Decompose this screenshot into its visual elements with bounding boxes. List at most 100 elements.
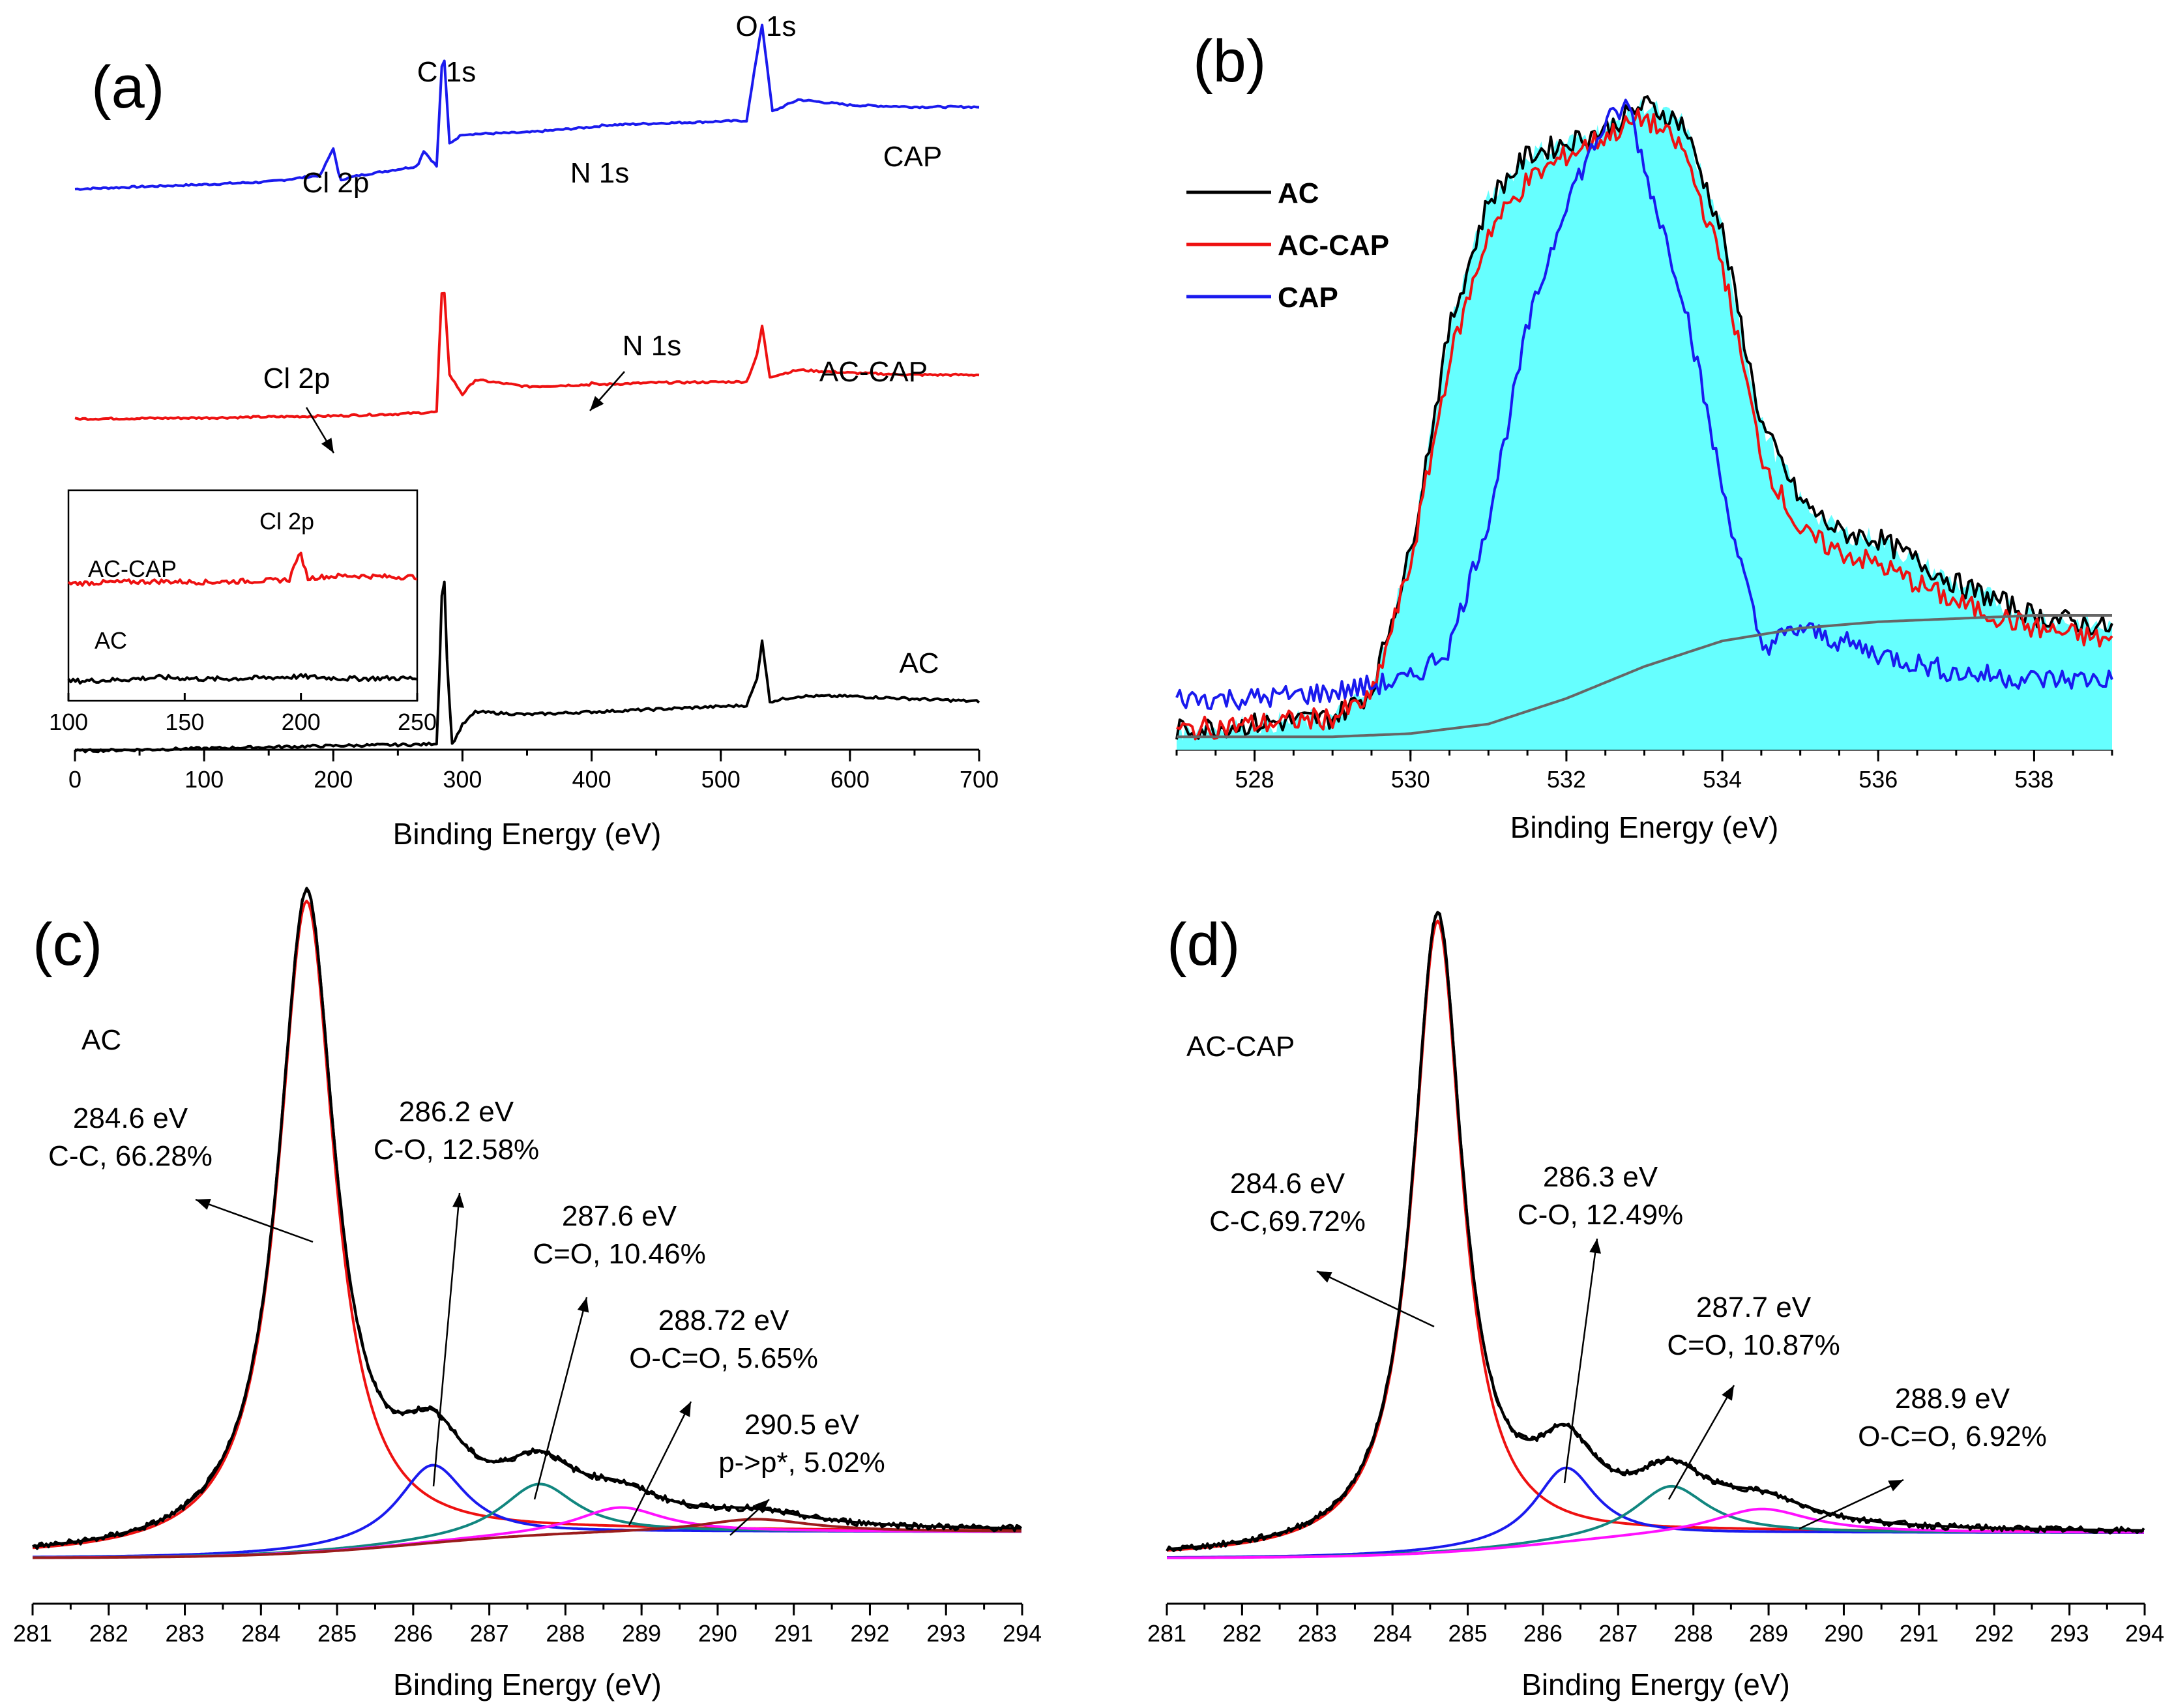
panel-a-tick-label: 200: [314, 766, 353, 793]
inset-series-ac-cap-line: [67, 552, 418, 587]
annotation-n1s-cap: N 1s: [570, 157, 629, 189]
panel-c-annotation-line2: C-O, 12.58%: [374, 1134, 539, 1166]
panel-d-tick-label: 294: [2125, 1620, 2164, 1647]
panel-b: 528 530 532 534 536 538 Binding Energy (eV) AC A…: [1175, 95, 2113, 844]
panel-d-tick-label: 292: [1975, 1620, 2014, 1647]
panel-c-tick-label: 290: [698, 1620, 737, 1647]
inset-label-ac-cap: AC-CAP: [88, 555, 177, 582]
inset-tick-label: 100: [49, 709, 88, 735]
panel-c-tick-label: 294: [1003, 1620, 1042, 1647]
panel-d-tick-label: 291: [1900, 1620, 1939, 1647]
panel-c-annotation-line1: 290.5 eV: [744, 1409, 860, 1441]
panel-d-annotation-arrow-head: [1589, 1239, 1602, 1254]
inset-tick-label: 150: [165, 709, 204, 735]
panel-c-annotation-line2: p->p*, 5.02%: [718, 1447, 885, 1479]
annotation-n1s-arrow-head: [590, 396, 604, 411]
panel-c-annotation-arrow: [533, 1297, 588, 1500]
panel-d-tick-label: 284: [1373, 1620, 1412, 1647]
annotation-cl2p-cap: Cl 2p: [302, 167, 370, 199]
panel-d-annotation-arrow: [1316, 1270, 1435, 1328]
panel-d-sample-label: AC-CAP: [1186, 1031, 1295, 1063]
inset-tick-label: 250: [398, 709, 437, 735]
series-label-ac: AC: [899, 647, 939, 679]
panel-d-label: (d): [1167, 911, 1240, 978]
panel-d-annotation-line2: C=O, 10.87%: [1667, 1329, 1840, 1361]
panel-d-annotation-arrow: [1563, 1238, 1598, 1484]
annotation-c1s: C 1s: [417, 56, 476, 88]
series-ac-line: [74, 580, 980, 754]
panel-d-annotation-arrow: [1667, 1385, 1735, 1500]
panel-c-annotation-arrow-head: [679, 1402, 691, 1417]
panel-d-annotation-line2: C-O, 12.49%: [1518, 1199, 1683, 1231]
panel-d-annotation-arrow-head: [1888, 1480, 1903, 1492]
inset-series-ac-line: [67, 673, 418, 685]
panel-c-tick-label: 288: [546, 1620, 585, 1647]
panel-d-component-3-line: [1167, 1507, 2144, 1559]
panel-d-tick-label: 287: [1598, 1620, 1638, 1647]
panel-c-tick-label: 284: [241, 1620, 280, 1647]
panel-b-tick-label: 532: [1547, 766, 1586, 793]
panel-c-annotation-line2: C-C, 66.28%: [48, 1140, 213, 1172]
panel-b-tick-label: 538: [2014, 766, 2053, 793]
panel-d-component-1-line: [1167, 1466, 2144, 1559]
panel-b-label: (b): [1193, 28, 1266, 95]
panel-d-tick-label: 285: [1448, 1620, 1487, 1647]
panel-d-annotation-line2: O-C=O, 6.92%: [1858, 1421, 2047, 1452]
panel-c: 281 282 283 284 285 286 287 288 289 290 291 292 293 2…: [13, 887, 1042, 1701]
series-cap-line: [1175, 98, 2113, 711]
panel-c-annotation-line2: C=O, 10.46%: [533, 1238, 705, 1270]
panel-b-tick-label: 534: [1703, 766, 1742, 793]
panel-d-x-axis-label: Binding Energy (eV): [1521, 1668, 1790, 1701]
panel-c-tick-label: 293: [926, 1620, 965, 1647]
panel-c-tick-label: 292: [850, 1620, 889, 1647]
inset-frame: [67, 489, 419, 702]
panel-c-annotation-line1: 288.72 eV: [658, 1304, 789, 1336]
panel-c-annotation-arrow: [432, 1192, 461, 1487]
panel-d: 281 282 283 284 285 286 287 288 289 290 291 292 293 2…: [1147, 911, 2164, 1701]
panel-a-tick-label: 400: [572, 766, 611, 793]
panel-c-annotation-arrow-head: [196, 1199, 211, 1210]
panel-d-annotation-arrow-head: [1317, 1271, 1332, 1283]
panel-c-annotation-line2: O-C=O, 5.65%: [629, 1342, 818, 1374]
panel-d-tick-label: 293: [2050, 1620, 2089, 1647]
panel-d-annotation-line1: 286.3 eV: [1543, 1161, 1658, 1193]
inset-tick-label: 200: [282, 709, 321, 735]
panel-a-tick-label: 500: [701, 766, 741, 793]
panel-d-envelope-line: [1166, 911, 2144, 1551]
annotation-cl2p-arrow-head: [321, 437, 334, 453]
inset-title: Cl 2p: [259, 508, 314, 535]
panel-d-tick-label: 286: [1523, 1620, 1563, 1647]
annotation-cl2p-accap: Cl 2p: [263, 362, 331, 394]
annotation-o1s: O 1s: [736, 10, 797, 42]
panel-c-tick-label: 289: [622, 1620, 661, 1647]
panel-c-tick-label: 283: [165, 1620, 204, 1647]
panel-c-tick-label: 286: [394, 1620, 433, 1647]
panel-c-annotation-line1: 287.6 eV: [562, 1200, 677, 1232]
panel-c-tick-label: 287: [470, 1620, 509, 1647]
panel-c-annotation-line1: 286.2 eV: [399, 1096, 514, 1128]
panel-c-envelope-line: [32, 889, 1021, 1548]
panel-c-sample-label: AC: [81, 1024, 121, 1056]
panel-c-annotation-arrow: [195, 1198, 314, 1243]
panel-a: 0 100 200 300 400 500 600 700 Binding Energy (eV…: [49, 10, 999, 851]
series-ac-cap-line: [74, 291, 980, 421]
panel-d-tick-label: 288: [1674, 1620, 1713, 1647]
panel-c-tick-label: 281: [13, 1620, 52, 1647]
series-cap-line: [74, 23, 980, 191]
panel-c-tick-label: 285: [317, 1620, 357, 1647]
panel-b-x-axis-label: Binding Energy (eV): [1510, 810, 1779, 844]
panel-d-annotation-line1: 288.9 eV: [1895, 1383, 2010, 1415]
panel-a-tick-label: 100: [184, 766, 224, 793]
panel-d-annotation-line1: 284.6 eV: [1230, 1168, 1345, 1200]
panel-c-annotation-line1: 284.6 eV: [73, 1102, 188, 1134]
panel-c-annotation-arrow: [628, 1401, 692, 1526]
panel-a-tick-label: 600: [830, 766, 870, 793]
area-fill: [1177, 97, 2112, 750]
panel-c-label: (c): [33, 911, 102, 978]
panel-c-x-axis-label: Binding Energy (eV): [393, 1668, 662, 1701]
panel-c-tick-label: 291: [774, 1620, 814, 1647]
panel-c-tick-label: 282: [89, 1620, 128, 1647]
background-line: [1177, 614, 2112, 739]
panel-d-annotation-line1: 287.7 eV: [1696, 1291, 1812, 1323]
